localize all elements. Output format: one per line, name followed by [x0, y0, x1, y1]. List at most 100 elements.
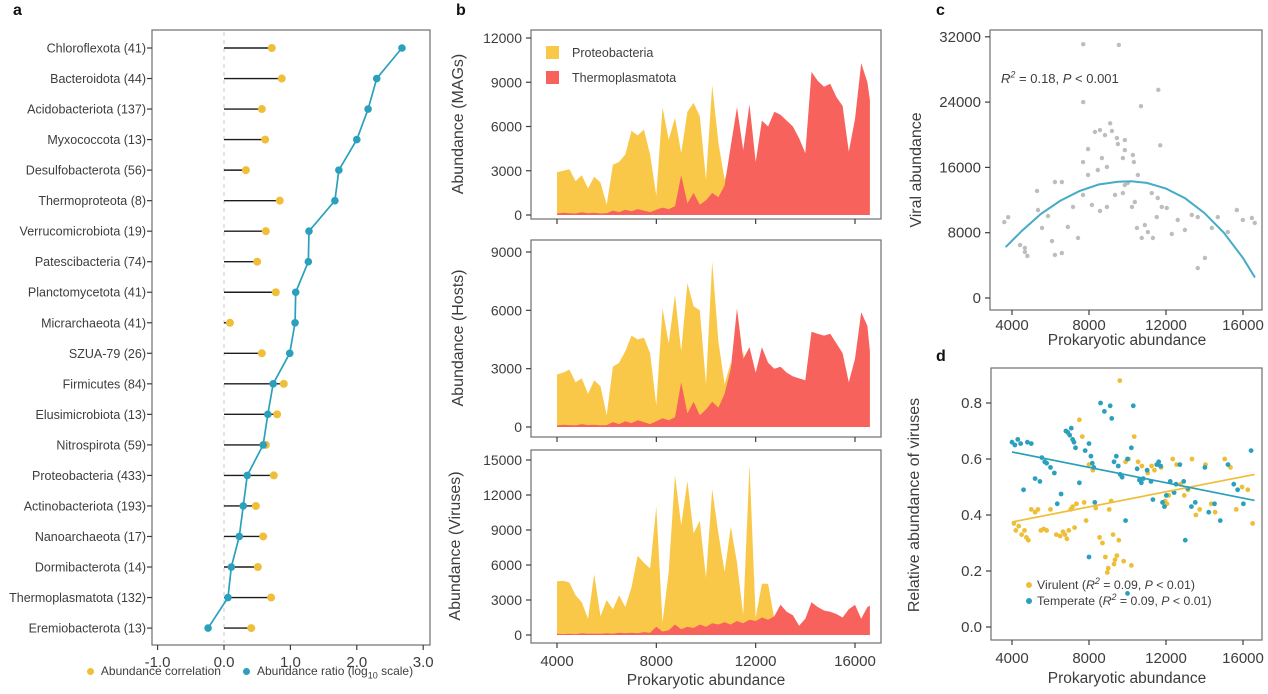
y-tick-label: 0.6: [961, 451, 982, 468]
scatter-point: [1059, 250, 1065, 256]
virulent-point: [1081, 500, 1087, 505]
panel-d-legend: Virulent (R2 = 0.09, P < 0.01) Temperate…: [1026, 576, 1212, 609]
y-tick-label: 0.4: [961, 507, 982, 524]
x-tick-label: 0.0: [214, 654, 235, 671]
scatter-point: [1070, 204, 1076, 210]
taxon-label: Eremiobacterota (13): [29, 622, 146, 636]
temperate-point: [1018, 441, 1024, 446]
virulent-point: [1028, 507, 1034, 512]
scatter-point: [1158, 143, 1163, 148]
virulent-point: [1116, 537, 1122, 543]
scatter-point: [1099, 155, 1105, 161]
ylabel-relative-abundance: Relative abundance of viruses: [906, 397, 923, 613]
panel-b-border: [530, 449, 882, 644]
correlation-dot: [277, 74, 286, 83]
y-tick-label: 0: [514, 627, 522, 643]
y-tick-label: 8000: [948, 225, 981, 242]
temperate-point: [1109, 416, 1115, 421]
taxon-label: Myxococcota (13): [47, 133, 146, 147]
temperate-point: [1134, 466, 1140, 472]
ratio-dot: [243, 471, 252, 480]
ratio-line: [207, 47, 403, 629]
legend-thermoplasmatota-label: Thermoplasmatota: [572, 70, 677, 85]
temperate-point: [1068, 425, 1074, 431]
virulent-point: [1128, 563, 1134, 568]
scatter-point: [1122, 137, 1128, 143]
temperate-point: [1119, 474, 1125, 480]
virulent-point: [1057, 533, 1063, 539]
ratio-dot: [264, 410, 272, 419]
temperate-point: [1111, 459, 1117, 465]
virulent-point: [1222, 456, 1228, 462]
panel-b-border: [530, 239, 882, 438]
virulent-point: [1070, 504, 1076, 509]
ratio-dot: [364, 105, 372, 113]
correlation-dot: [251, 501, 260, 510]
scatter-point: [1149, 190, 1154, 196]
scatter-point: [1155, 195, 1160, 201]
temperate-point: [1123, 518, 1128, 523]
taxon-label: Micrarchaeota (41): [41, 316, 146, 330]
temperate-point: [1189, 504, 1194, 509]
y-tick-label: 12000: [483, 487, 522, 503]
virulent-point: [1181, 493, 1187, 498]
scatter-point: [1120, 190, 1126, 196]
panel-a-letter: a: [13, 2, 22, 19]
scatter-point: [1195, 214, 1200, 220]
scatter-point: [1102, 132, 1108, 138]
panel-b-legend: Proteobacteria Thermoplasmatota: [546, 40, 676, 90]
ratio-dot: [335, 166, 343, 174]
virulent-point: [1102, 554, 1108, 560]
ratio-dot: [291, 288, 300, 297]
panel-b-area-charts: 0 3000 6000 9000 12000 0 3000 6000 9000 0 3000 6000…: [483, 29, 882, 670]
temperate-point: [1086, 554, 1092, 560]
proteobacteria-area: [557, 85, 870, 215]
ylabel-abundance-viruses: Abundance (Viruses): [447, 471, 464, 621]
temperate-point: [1051, 470, 1057, 476]
temperate-point: [1130, 403, 1136, 409]
ratio-dot: [353, 135, 361, 144]
y-tick-label: 6000: [491, 302, 522, 318]
virulent-point: [1025, 537, 1031, 543]
scatter-point: [1131, 159, 1137, 165]
taxon-label: Chloroflexota (41): [47, 42, 146, 56]
temperate-point: [1162, 504, 1167, 509]
taxon-label: Elusimicrobiota (13): [36, 408, 146, 422]
ratio-dot: [204, 624, 212, 632]
scatter-point: [1085, 172, 1091, 178]
scatter-point: [1150, 235, 1156, 241]
legend-temperate: Temperate (R2 = 0.09, P < 0.01): [1026, 592, 1212, 609]
x-tick-label: 3.0: [413, 654, 434, 671]
taxon-label: Dormibacterota (14): [35, 561, 146, 575]
temperate-point: [1044, 460, 1050, 466]
scatter-point: [1112, 192, 1118, 198]
temperate-point: [1092, 500, 1098, 505]
x-tick-label: 16000: [1222, 650, 1264, 667]
temperate-point: [1248, 448, 1254, 453]
temperate-point: [1163, 493, 1169, 498]
correlation-dot: [257, 105, 266, 114]
taxon-label: Nitrospirota (59): [56, 438, 146, 452]
scatter-point: [1114, 135, 1120, 141]
scatter-point: [1130, 152, 1136, 158]
correlation-dot: [273, 410, 282, 419]
scatter-point: [1120, 155, 1126, 161]
y-tick-label: 0.2: [961, 563, 982, 580]
virulent-point: [1074, 501, 1079, 507]
temperate-point: [1098, 400, 1103, 406]
panel-c-annotation: R2 = 0.18, P < 0.001: [1001, 69, 1119, 86]
x-tick-label: 2.0: [346, 654, 367, 671]
scatter-point: [1156, 87, 1161, 93]
correlation-dot: [261, 135, 270, 144]
ratio-dot: [285, 349, 294, 358]
scatter-point: [1025, 253, 1030, 259]
x-tick-label: 12000: [735, 653, 777, 670]
x-tick-label: -1.0: [145, 654, 171, 671]
scatter-point: [1164, 205, 1169, 211]
legend-proteobacteria: Proteobacteria: [546, 40, 676, 65]
ratio-dot: [239, 502, 248, 510]
x-tick-label: 12000: [1145, 650, 1187, 667]
temperate-point: [1021, 487, 1026, 493]
virulent-point: [1064, 536, 1070, 542]
correlation-dot: [253, 257, 262, 266]
